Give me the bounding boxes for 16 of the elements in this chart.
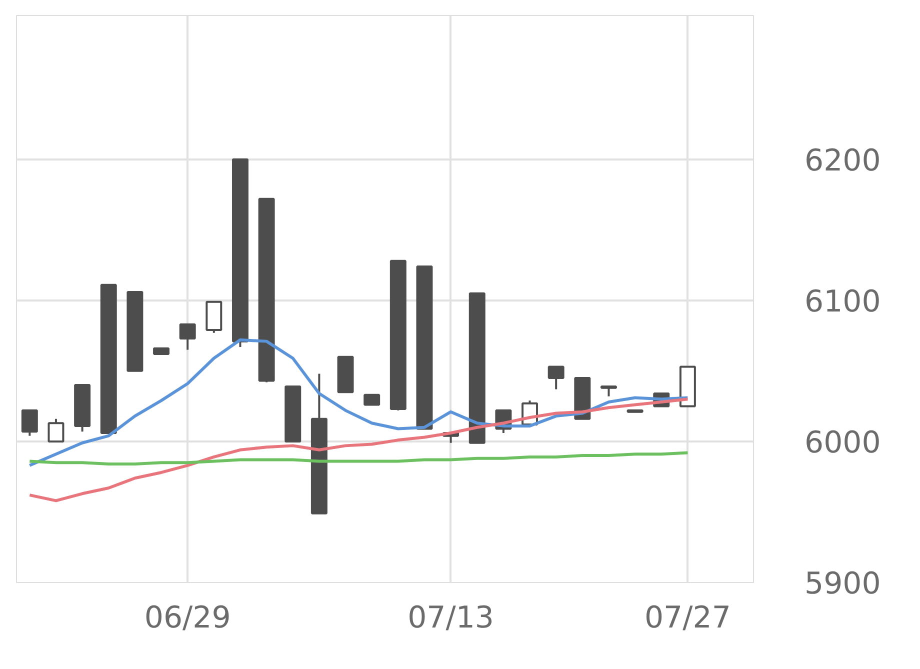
y-tick-label: 6200: [804, 143, 881, 178]
x-tick-label: 07/27: [644, 600, 731, 636]
candlestick: [179, 323, 196, 351]
x-tick-label: 06/29: [144, 600, 231, 636]
candlestick: [48, 418, 64, 442]
candlestick: [600, 385, 617, 398]
candlestick: [364, 394, 380, 406]
candlestick: [548, 366, 564, 390]
line-series: [28, 451, 690, 466]
line-series: [28, 398, 690, 502]
line-series: [28, 338, 690, 467]
y-tick-label: 6000: [804, 425, 881, 460]
y-tick-label: 5900: [804, 566, 881, 602]
x-tick-label: 07/13: [408, 600, 494, 636]
y-tick-label: 6100: [804, 284, 881, 320]
candlestick: [21, 409, 38, 437]
